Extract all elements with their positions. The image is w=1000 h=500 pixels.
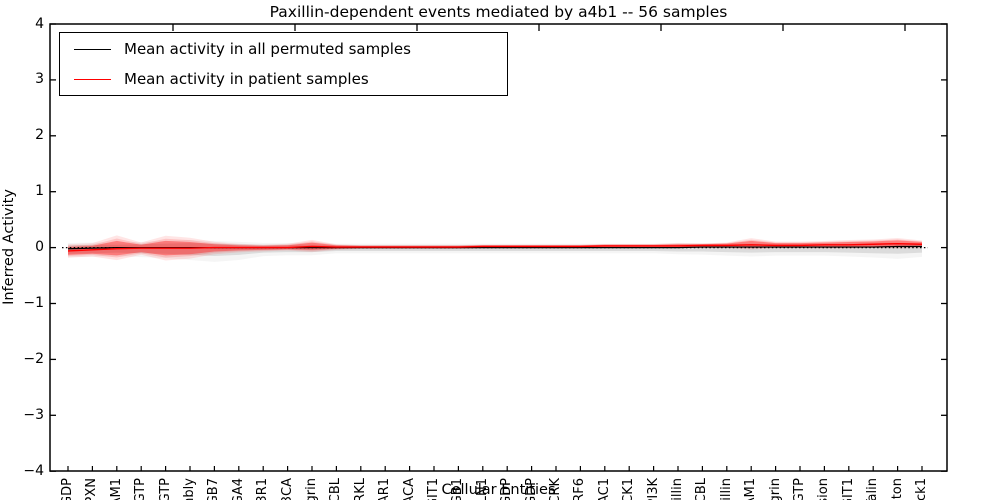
legend-item-patient: Mean activity in patient samples — [60, 69, 369, 89]
y-tick-label: −4 — [23, 462, 44, 479]
x-tick-label: Rac1/GTP — [158, 478, 174, 500]
x-tick-label: CBL — [328, 478, 344, 500]
x-tick-label: alpha4/beta1 Integrin/Paxillin/Talin — [865, 478, 881, 500]
x-tick-label: alpha4/beta1 Integrin/Paxillin/VCAM1 — [743, 478, 759, 500]
legend-label-patient: Mean activity in patient samples — [124, 70, 369, 88]
y-tick-label: 3 — [35, 71, 44, 88]
x-tick-label: CRKL/CBL — [694, 478, 710, 500]
x-tick-label: PRKACA — [402, 478, 418, 500]
x-tick-label: p130Cas/Crk/Dock1 — [914, 478, 930, 500]
y-tick-label: −2 — [23, 350, 44, 367]
x-tick-label: ARF6 — [572, 478, 588, 500]
x-tick-label: alpha4/beta1 Integrin/Paxillin/Talin/Act… — [890, 478, 906, 500]
x-tick-label: TLN1 — [474, 478, 490, 500]
x-tick-label: DOCK1 — [621, 478, 637, 500]
x-tick-label: ITGB7 — [206, 478, 222, 500]
x-tick-label: alpha4/beta1 Integrin/Paxillin — [719, 478, 735, 500]
x-tick-label: RAC1 — [596, 478, 612, 500]
permuted-line-swatch — [74, 48, 111, 50]
x-tick-label: GIT1 — [426, 478, 441, 500]
y-tick-label: 0 — [35, 239, 44, 256]
x-tick-label: cell adhesion — [816, 478, 832, 500]
y-tick-label: 1 — [35, 183, 44, 200]
x-tick-label: CRK — [548, 478, 563, 500]
chart-title: Paxillin-dependent events mediated by a4… — [269, 3, 728, 21]
x-tick-label: PIK3CA — [280, 478, 296, 500]
x-tick-label: ITGB1 — [450, 478, 466, 500]
y-tick-label: 2 — [35, 127, 44, 144]
x-tick-label: lamellipodium assembly — [182, 478, 198, 500]
legend: Mean activity in all permuted samples Me… — [59, 32, 508, 96]
x-tick-label: alpha4/beta7 Integrin — [304, 478, 320, 500]
legend-item-permuted: Mean activity in all permuted samples — [60, 39, 411, 59]
y-tick-label: −3 — [23, 406, 44, 423]
y-tick-label: −1 — [23, 295, 44, 311]
x-tick-label: VCAM1 — [109, 478, 125, 500]
x-tick-label: ARF6/GDP — [499, 478, 515, 500]
x-tick-label: BCAR1 — [377, 478, 393, 500]
x-tick-label: PXN — [84, 478, 100, 500]
legend-label-permuted: Mean activity in all permuted samples — [124, 40, 411, 58]
patient-line-swatch — [74, 78, 111, 80]
x-axis-title: Cellular Entities — [441, 482, 556, 498]
x-tick-label: Rac1/GDP — [524, 478, 540, 500]
x-tick-label: mol:GDP — [60, 478, 76, 500]
x-tick-label: alpha4/beta7 Integrin/Paxillin — [670, 478, 686, 500]
x-tick-label: PI3K — [645, 478, 661, 500]
x-tick-label: alpha4/beta1 Integrin/Paxillin/GIT1 — [841, 478, 857, 500]
x-tick-label: ITGA4 — [230, 478, 246, 500]
x-tick-label: alpha4/beta1 Integrin — [768, 478, 784, 500]
x-tick-label: ARF6/GTP — [792, 478, 808, 500]
x-tick-label: CRKL — [352, 478, 368, 500]
x-tick-label: PIK3R1 — [255, 478, 271, 500]
y-tick-label: 4 — [35, 15, 44, 32]
x-tick-label: mol:GTP — [133, 478, 149, 500]
